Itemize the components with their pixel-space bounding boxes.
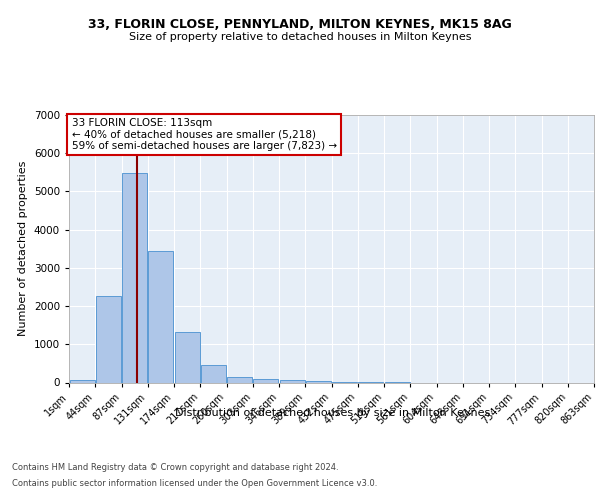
Text: Contains public sector information licensed under the Open Government Licence v3: Contains public sector information licen… [12,479,377,488]
Bar [148,250,173,382]
Text: Contains HM Land Registry data © Crown copyright and database right 2024.: Contains HM Land Registry data © Crown c… [12,462,338,471]
Bar [280,380,305,382]
Text: Size of property relative to detached houses in Milton Keynes: Size of property relative to detached ho… [129,32,471,42]
Bar [227,376,252,382]
Bar [201,364,226,382]
Y-axis label: Number of detached properties: Number of detached properties [18,161,28,336]
Text: 33 FLORIN CLOSE: 113sqm
← 40% of detached houses are smaller (5,218)
59% of semi: 33 FLORIN CLOSE: 113sqm ← 40% of detache… [71,118,337,151]
Text: 33, FLORIN CLOSE, PENNYLAND, MILTON KEYNES, MK15 8AG: 33, FLORIN CLOSE, PENNYLAND, MILTON KEYN… [88,18,512,30]
Bar [70,380,95,382]
Bar [253,379,278,382]
Text: Distribution of detached houses by size in Milton Keynes: Distribution of detached houses by size … [175,408,491,418]
Bar [96,296,121,382]
Bar [122,173,147,382]
Bar [175,332,200,382]
Bar [306,381,331,382]
